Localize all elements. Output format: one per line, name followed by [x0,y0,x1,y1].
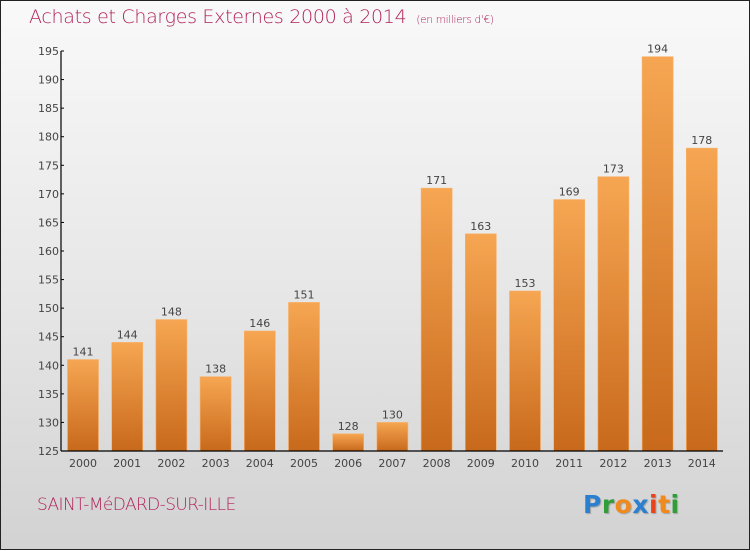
x-tick-label-2005: 2005 [290,457,318,470]
value-label-2001: 144 [117,328,138,341]
y-tick-label-170: 170 [38,188,59,201]
value-label-2004: 146 [249,317,270,330]
value-label-2011: 169 [559,186,580,199]
x-tick-label-2000: 2000 [69,457,97,470]
value-label-2009: 163 [470,220,491,233]
bar-2002 [155,319,188,452]
y-tick-label-190: 190 [38,74,59,87]
x-tick-label-2001: 2001 [113,457,141,470]
proxiti-logo[interactable]: Proxiti [583,490,680,519]
x-tick-label-2010: 2010 [511,457,539,470]
x-tick-label-2003: 2003 [202,457,230,470]
y-tick-label-160: 160 [38,245,59,258]
y-tick-label-175: 175 [38,159,59,172]
bar-2009 [464,233,497,452]
value-label-2012: 173 [603,163,624,176]
value-label-2006: 128 [338,420,359,433]
bar-2004 [244,330,276,452]
y-tick-label-125: 125 [38,445,59,458]
bar-2011 [553,199,586,452]
value-label-2013: 194 [647,43,668,56]
y-tick-label-165: 165 [38,216,59,229]
bar-2010 [509,290,541,452]
bar-2013 [641,56,674,452]
bar-2007 [376,422,409,452]
y-tick-label-180: 180 [38,131,59,144]
value-label-2000: 141 [73,346,94,359]
y-tick-label-140: 140 [38,359,59,372]
x-tick-label-2014: 2014 [688,457,716,470]
chart-title: Achats et Charges Externes 2000 à 2014 (e… [29,6,494,28]
value-label-2002: 148 [161,306,182,319]
logo-letter: i [649,490,659,519]
value-label-2007: 130 [382,408,403,421]
logo-letter: o [614,490,633,519]
logo-letter: t [658,490,671,519]
x-tick-label-2002: 2002 [157,457,185,470]
x-tick-label-2008: 2008 [423,457,451,470]
value-label-2010: 153 [515,277,536,290]
value-label-2008: 171 [426,174,447,187]
x-tick-label-2006: 2006 [334,457,362,470]
x-tick-label-2004: 2004 [246,457,274,470]
logo-letter: i [670,490,680,519]
x-tick-label-2013: 2013 [644,457,672,470]
logo-letter: r [601,490,615,519]
value-label-2014: 178 [691,134,712,147]
y-tick-label-135: 135 [38,388,59,401]
bar-2008 [420,187,453,452]
bar-2005 [288,302,320,452]
bar-2003 [199,376,232,452]
x-tick-label-2007: 2007 [378,457,406,470]
bar-2014 [685,147,718,452]
y-tick-label-150: 150 [38,302,59,315]
chart-unit-note: (en milliers d'€) [416,14,494,26]
logo-letter: x [632,490,649,519]
chart-title-text: Achats et Charges Externes 2000 à 2014 [29,6,407,28]
x-tick-label-2012: 2012 [599,457,627,470]
y-tick-label-195: 195 [38,45,59,58]
y-tick-label-185: 185 [38,102,59,115]
y-tick-label-155: 155 [38,274,59,287]
value-label-2003: 138 [205,363,226,376]
y-tick-label-145: 145 [38,331,59,344]
bar-2000 [67,359,99,452]
city-name: SAINT-MéDARD-SUR-ILLE [37,495,236,515]
x-tick-label-2009: 2009 [467,457,495,470]
logo-letter: P [583,490,602,519]
bar-2001 [111,342,143,452]
value-label-2005: 151 [294,288,315,301]
y-tick-label-130: 130 [38,416,59,429]
bar-2012 [597,176,630,452]
bar-2006 [332,433,365,452]
x-tick-label-2011: 2011 [555,457,583,470]
